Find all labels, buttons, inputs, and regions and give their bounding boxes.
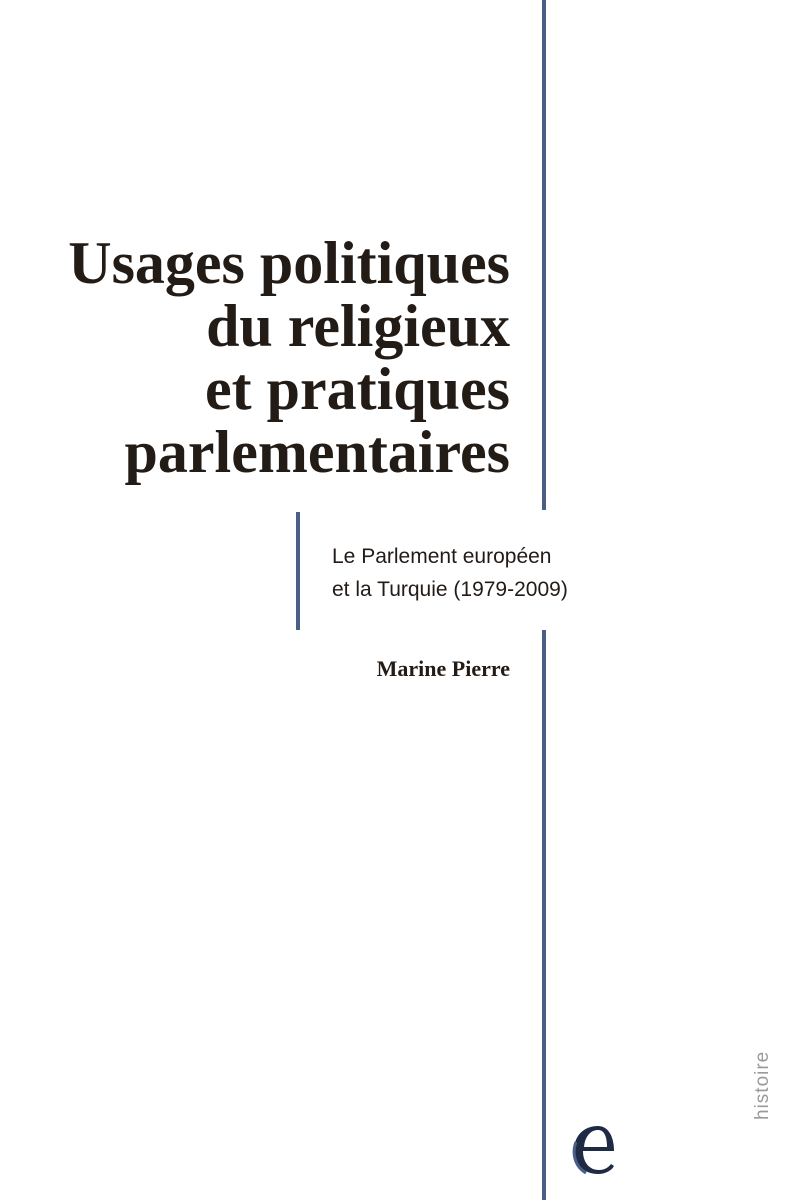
collection-label: histoire	[752, 1050, 773, 1120]
vertical-rule-bottom	[542, 630, 546, 1200]
vertical-rule-top	[542, 0, 546, 510]
title-line: parlementaires	[124, 419, 510, 485]
title-line: Usages politiques	[68, 230, 510, 296]
subtitle-line: et la Turquie (1979-2009)	[332, 578, 568, 601]
publisher-logo	[572, 1126, 614, 1175]
author: Marine Pierre	[376, 656, 510, 681]
logo-accent	[572, 1141, 587, 1175]
subtitle-line: Le Parlement européen	[332, 545, 552, 568]
subtitle: Le Parlement européen et la Turquie (197…	[332, 540, 568, 606]
subtitle-rule	[296, 512, 300, 630]
title-line: et pratiques	[205, 356, 510, 422]
title: Usages politiques du religieux et pratiq…	[68, 232, 510, 484]
title-line: du religieux	[206, 293, 510, 359]
logo-shape	[574, 1126, 614, 1174]
